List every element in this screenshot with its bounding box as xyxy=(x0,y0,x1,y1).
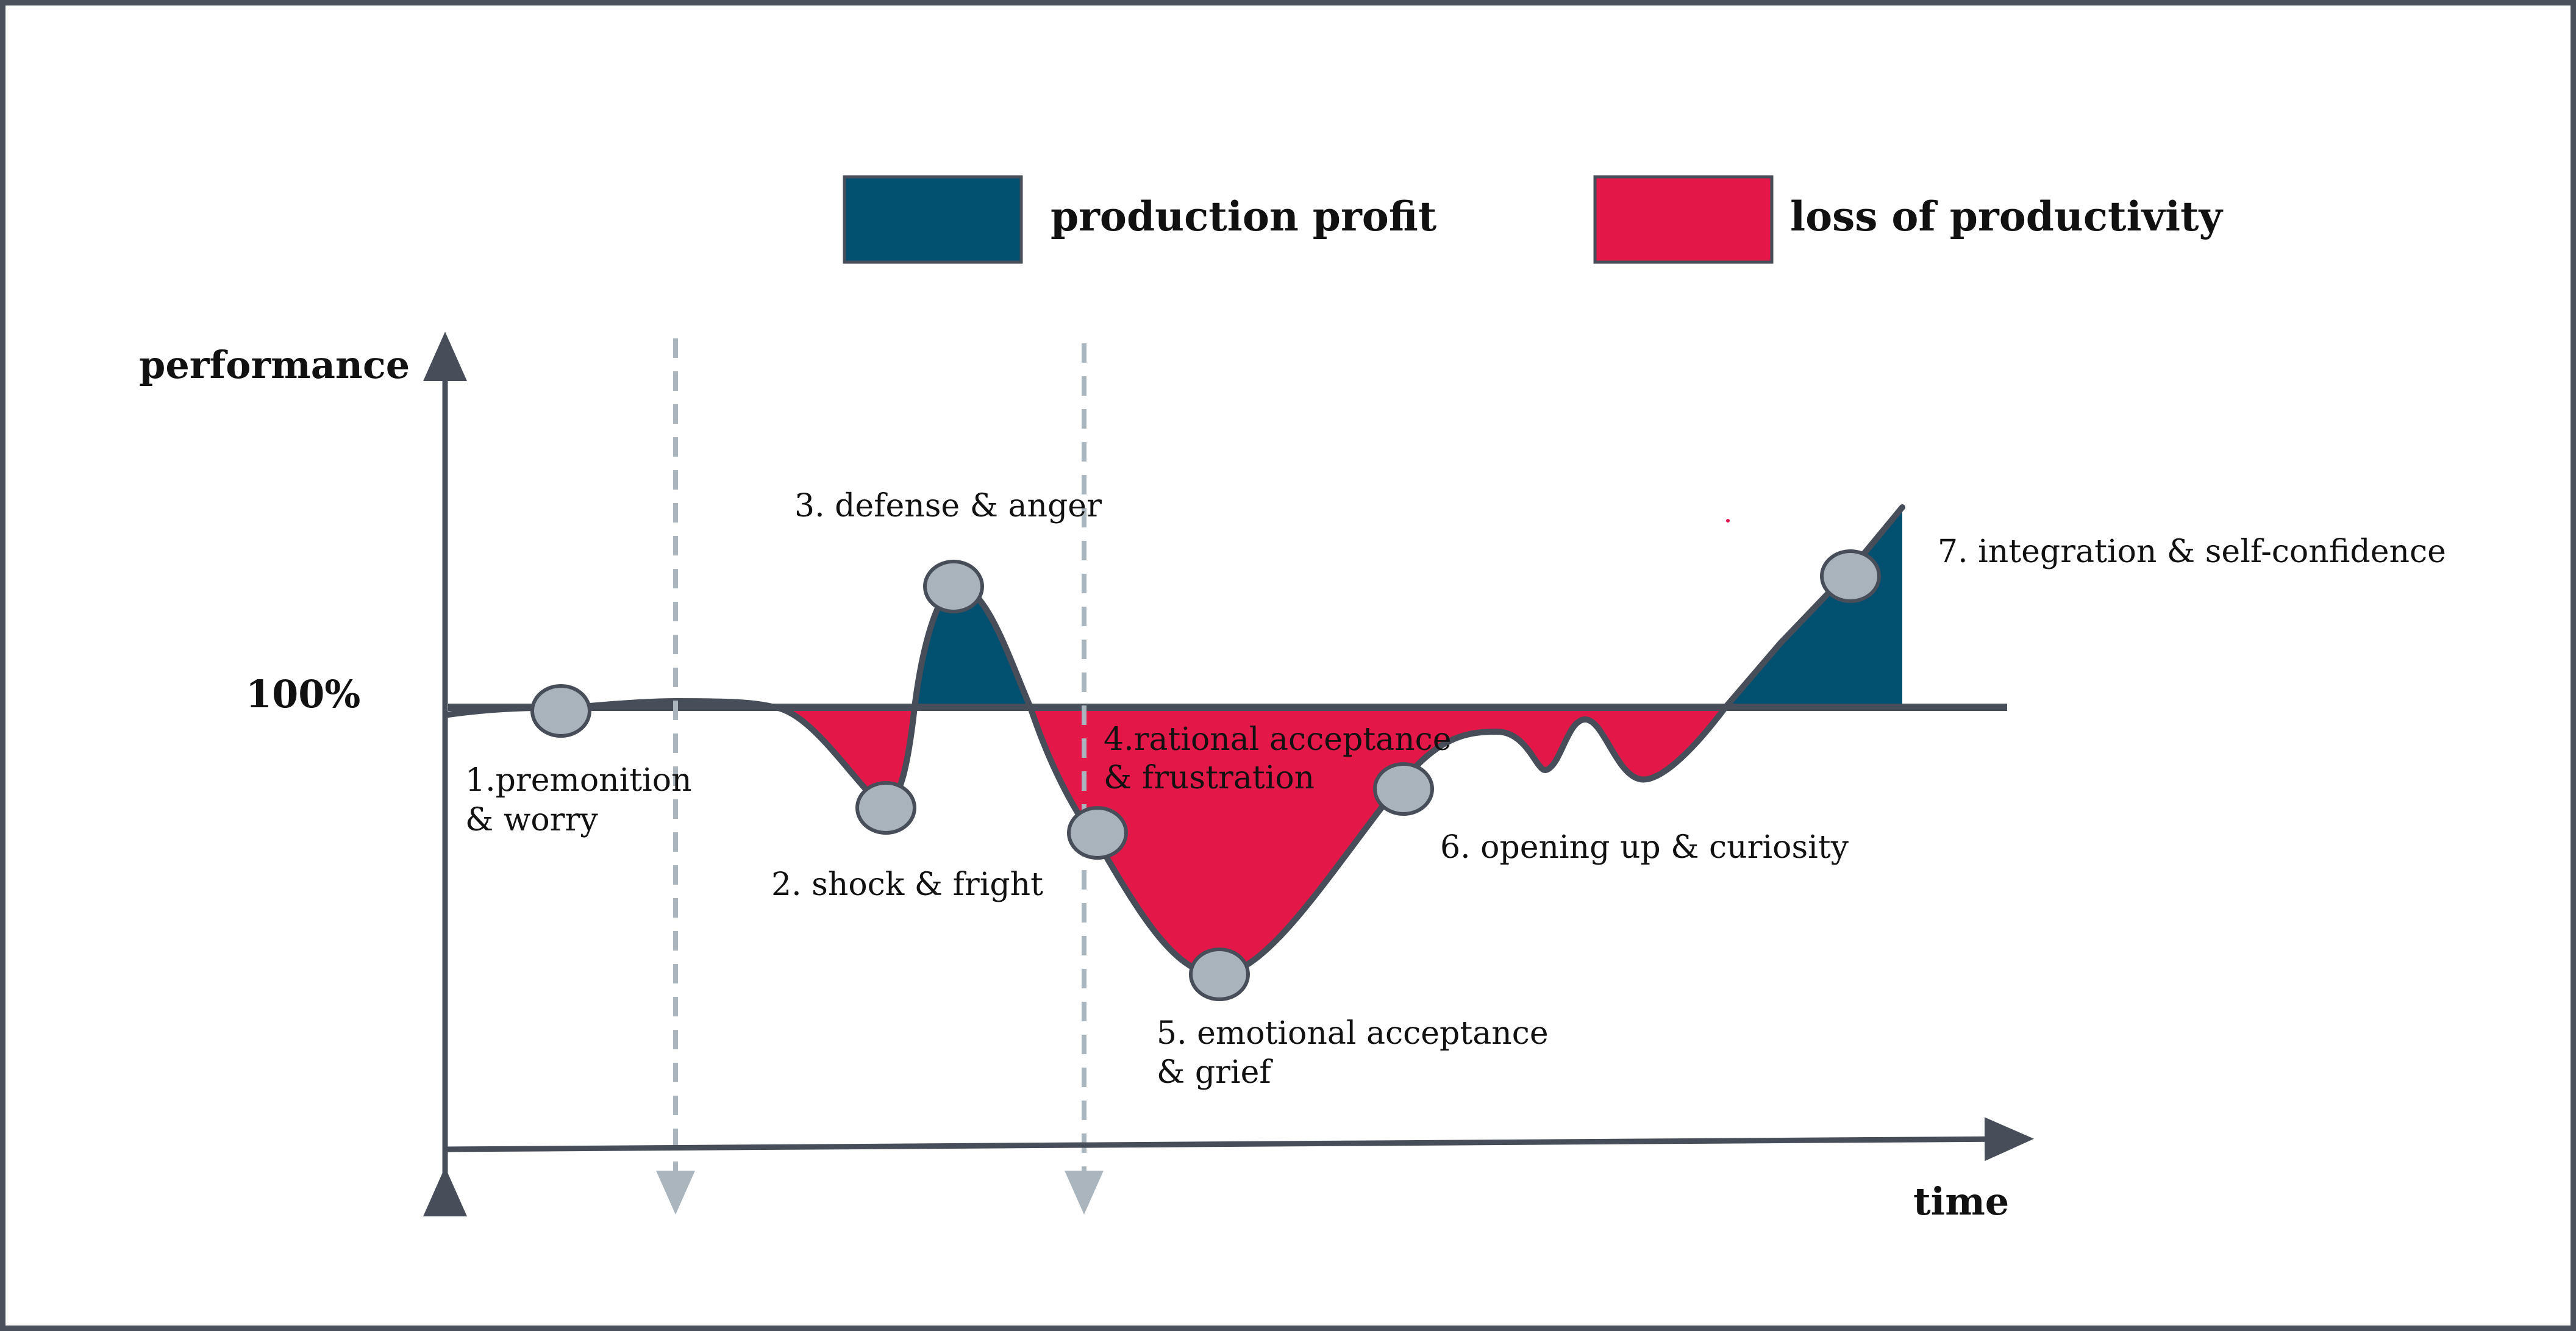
loss-region-shock xyxy=(774,707,915,805)
legend-label-loss-of-productivity: loss of productivity xyxy=(1790,193,2224,240)
legend-swatch-loss-of-productivity xyxy=(1593,175,1774,264)
stage-marker-5 xyxy=(1189,947,1250,1001)
stage-marker-2 xyxy=(855,781,916,835)
stage-label-7-line1: 7. integration & self-confidence xyxy=(1938,533,2446,570)
stage-label-4-line1: 4.rational acceptance xyxy=(1104,721,1452,758)
stage-label-4-line2: & frustration xyxy=(1104,760,1315,796)
x-axis xyxy=(444,1117,2034,1162)
profit-region-defense xyxy=(915,585,1030,707)
stage-marker-7 xyxy=(1820,549,1881,603)
legend-swatch-production-profit xyxy=(843,175,1023,264)
stage-label-3-line1: 3. defense & anger xyxy=(794,488,1102,524)
stage-label-1: 1.premonition & worry xyxy=(465,762,692,838)
stage-label-3: 3. defense & anger xyxy=(794,488,1102,524)
stage-label-2-line1: 2. shock & fright xyxy=(771,866,1043,903)
stage-label-5-line2: & grief xyxy=(1157,1054,1273,1091)
stage-label-6: 6. opening up & curiosity xyxy=(1440,829,1849,866)
stage-label-2: 2. shock & fright xyxy=(771,866,1043,903)
stage-marker-6 xyxy=(1373,762,1434,816)
stage-label-5: 5. emotional acceptance & grief xyxy=(1157,1015,1549,1091)
stage-marker-1 xyxy=(530,684,591,738)
x-axis-label: time xyxy=(1913,1179,2009,1224)
stage-marker-4 xyxy=(1067,806,1128,860)
stage-label-1-line1: 1.premonition xyxy=(465,762,692,799)
stage-label-5-line1: 5. emotional acceptance xyxy=(1157,1015,1549,1052)
baseline-100-label: 100% xyxy=(246,672,360,716)
stage-label-6-line1: 6. opening up & curiosity xyxy=(1440,829,1849,866)
loss-region-acceptance xyxy=(1030,707,1725,975)
stage-label-7: 7. integration & self-confidence xyxy=(1938,533,2446,570)
y-axis-label: performance xyxy=(139,343,410,387)
stage-marker-3 xyxy=(923,560,984,613)
stage-label-4: 4.rational acceptance & frustration xyxy=(1104,721,1452,796)
stage-label-1-line2: & worry xyxy=(465,802,598,838)
stray-dot xyxy=(1726,519,1730,523)
legend-label-production-profit: production profit xyxy=(1051,193,1437,240)
